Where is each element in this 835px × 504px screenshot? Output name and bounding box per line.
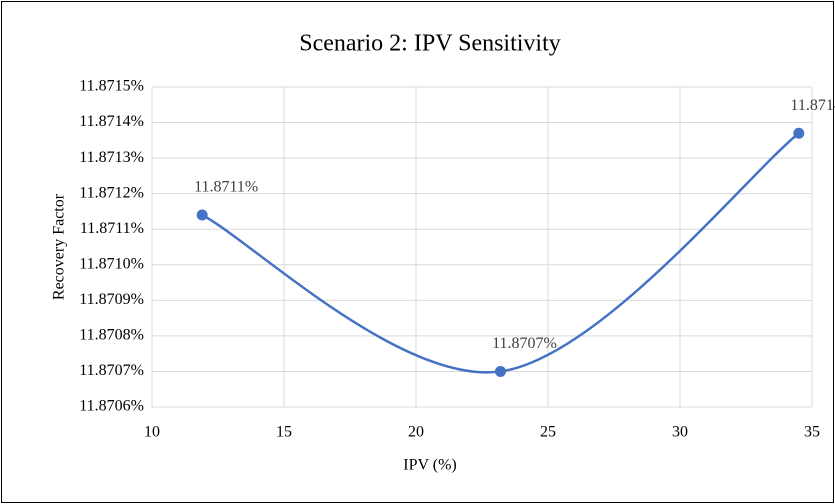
y-tick-label: 11.8710% [79,255,144,272]
y-tick-label: 11.8706% [79,398,144,415]
y-tick-label: 11.8707% [79,362,144,379]
y-tick-label: 11.8713% [79,149,144,166]
x-tick-label: 25 [540,424,556,441]
marker [494,365,506,377]
y-axis-label: Recovery Factor [51,193,68,300]
y-tick-label: 11.8708% [79,327,144,344]
y-tick-label: 11.8711% [80,220,144,237]
data-label: 11.8707% [492,335,557,352]
data-label: 11.8714% [790,97,835,114]
x-tick-label: 30 [672,424,688,441]
marker [196,209,208,221]
data-label: 11.8711% [194,179,258,196]
chart-title: Scenario 2: IPV Sensitivity [299,31,561,57]
y-tick-label: 11.8714% [79,113,144,130]
x-tick-label: 35 [804,424,820,441]
x-tick-label: 20 [408,424,424,441]
x-axis-label: IPV (%) [403,457,456,474]
x-tick-label: 10 [144,424,160,441]
y-tick-label: 11.8712% [79,184,144,201]
y-tick-label: 11.8715% [79,78,144,95]
x-tick-label: 15 [276,424,292,441]
y-tick-label: 11.8709% [79,291,144,308]
marker [793,127,805,139]
